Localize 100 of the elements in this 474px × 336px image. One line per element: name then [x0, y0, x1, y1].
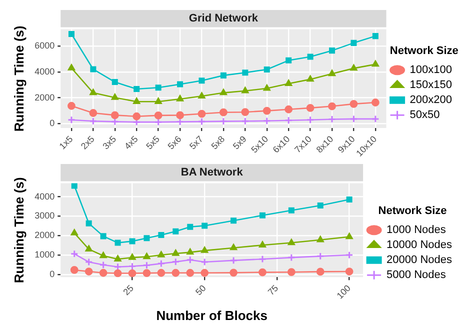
legend-label: 1000 Nodes — [386, 224, 446, 236]
point — [285, 80, 292, 86]
point — [371, 98, 380, 106]
point — [230, 268, 238, 277]
point — [177, 81, 184, 88]
point — [68, 30, 74, 38]
point — [220, 117, 228, 126]
x-tick-label: 50 — [194, 283, 208, 298]
x-tick-label: 5x5 — [144, 134, 162, 152]
y-axis-title: Running Time (s) — [11, 177, 26, 284]
point — [172, 268, 180, 277]
point — [264, 66, 270, 72]
point — [220, 88, 227, 96]
legend-label: 100x100 — [410, 64, 452, 76]
point — [242, 86, 249, 94]
point — [241, 108, 250, 116]
x-tick-label: 1x5 — [57, 134, 75, 152]
point — [350, 64, 358, 71]
point — [350, 115, 358, 123]
legend-label: 50x50 — [410, 109, 440, 122]
point — [89, 109, 98, 117]
point — [220, 108, 228, 116]
point — [262, 116, 271, 125]
point — [128, 262, 136, 270]
point — [258, 241, 266, 248]
point — [198, 78, 205, 84]
x-tick-label: 5x8 — [209, 134, 227, 152]
point — [346, 232, 353, 240]
point — [100, 233, 106, 240]
point — [70, 266, 78, 274]
y-tick-label: 4000 — [34, 66, 55, 76]
legend-title: Network Size — [390, 44, 458, 57]
legend-label: 10000 Nodes — [386, 239, 452, 252]
point — [345, 268, 354, 276]
point — [186, 268, 194, 277]
y-tick-label: 0 — [50, 268, 55, 279]
point — [154, 118, 162, 126]
point — [328, 102, 336, 110]
point — [346, 196, 352, 203]
point — [85, 245, 92, 252]
point — [200, 268, 209, 277]
x-tick-label: 25 — [121, 283, 136, 298]
x-tick-label: 4x5 — [122, 134, 140, 152]
point — [132, 112, 141, 120]
legend-label: 5000 Nodes — [386, 269, 446, 282]
point — [287, 268, 296, 276]
point — [258, 268, 266, 276]
point — [307, 54, 314, 60]
point — [198, 110, 206, 118]
point — [100, 252, 107, 258]
point — [70, 229, 78, 236]
point — [110, 111, 119, 120]
y-tick-label: 2000 — [34, 92, 55, 102]
point — [286, 57, 292, 64]
point — [99, 260, 108, 269]
y-tick-label: 1000 — [34, 250, 55, 260]
point — [71, 183, 78, 189]
point — [230, 256, 238, 264]
point — [287, 254, 296, 262]
point — [350, 40, 357, 46]
point — [187, 224, 194, 230]
point — [284, 116, 293, 124]
point — [316, 252, 324, 260]
x-axis-title: Number of Blocks — [156, 308, 268, 323]
point — [200, 258, 209, 266]
point — [317, 202, 324, 209]
y-tick-label: 2000 — [34, 230, 55, 240]
point — [202, 222, 208, 229]
point — [201, 246, 208, 253]
y-tick-label: 6000 — [34, 40, 55, 51]
point — [259, 212, 266, 218]
point — [84, 258, 93, 266]
point — [262, 106, 271, 115]
point — [258, 255, 266, 264]
point — [154, 112, 162, 120]
point — [134, 86, 140, 92]
point — [128, 254, 136, 260]
chart-title: Grid Network — [188, 12, 259, 25]
point — [230, 244, 238, 250]
point — [186, 256, 194, 264]
point — [84, 268, 93, 276]
y-axis-title: Running Time (s) — [11, 26, 26, 132]
point — [241, 117, 250, 126]
point — [99, 268, 108, 277]
point — [89, 117, 98, 126]
point — [133, 98, 140, 104]
point — [230, 218, 237, 224]
point — [155, 84, 162, 91]
point — [68, 64, 75, 70]
point — [112, 79, 118, 86]
point — [158, 232, 164, 238]
point — [158, 251, 165, 258]
point — [114, 255, 122, 262]
point — [263, 84, 270, 91]
y-tick-label: 3000 — [34, 210, 55, 221]
point — [220, 72, 226, 78]
legend-label: 200x200 — [410, 94, 452, 106]
point — [157, 260, 166, 268]
point — [90, 88, 97, 96]
legend-label: 150x150 — [410, 79, 452, 92]
